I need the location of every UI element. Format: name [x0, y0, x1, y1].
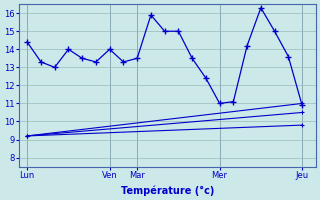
X-axis label: Température (°c): Température (°c) [121, 185, 214, 196]
